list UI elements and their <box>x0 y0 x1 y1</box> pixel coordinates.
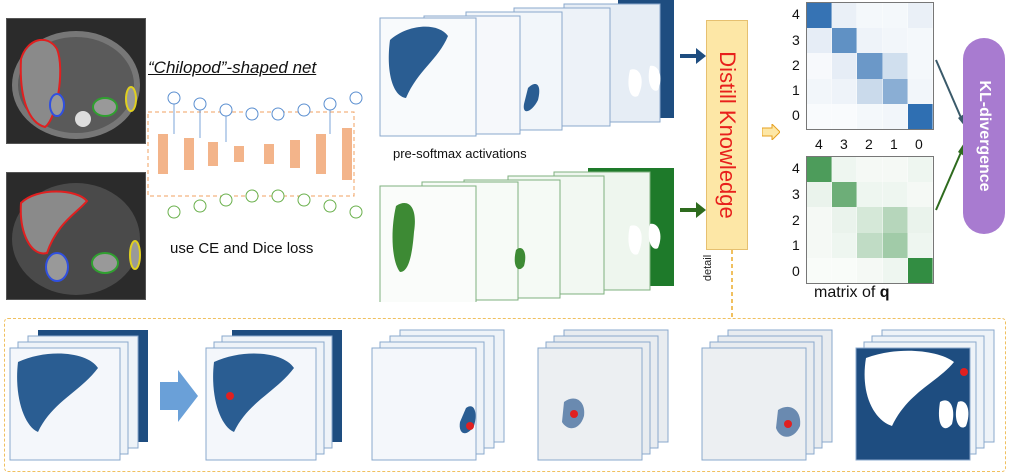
heatmap-cell <box>857 257 883 283</box>
top-matrix-row-label: 2 <box>792 57 800 73</box>
heatmap-cell <box>907 3 933 29</box>
detail-stack-5 <box>701 329 833 461</box>
heatmap-cell <box>807 257 833 283</box>
ct-scan-bottom <box>6 172 146 300</box>
loss-caption: use CE and Dice loss <box>170 240 314 257</box>
heatmap-cell <box>832 28 858 54</box>
heatmap-cell <box>807 103 833 129</box>
detail-panel <box>4 318 1006 472</box>
heatmap-cell <box>857 78 883 104</box>
matrix-caption-prefix: matrix of <box>814 284 880 301</box>
heatmap-cell <box>807 157 833 183</box>
heatmap-cell <box>907 232 933 258</box>
heatmap-cell <box>882 3 908 29</box>
top-matrix-row-label: 0 <box>792 107 800 123</box>
arrow-to-distill <box>680 48 706 218</box>
detail-stacks <box>9 329 995 461</box>
heatmap-cell <box>857 182 883 208</box>
heatmap-cell <box>882 207 908 233</box>
heatmap-cell <box>907 257 933 283</box>
heatmap-cell <box>907 78 933 104</box>
heatmap-cell <box>907 53 933 79</box>
heatmap-cell <box>857 103 883 129</box>
heatmap-cell <box>857 28 883 54</box>
heatmap-cell <box>882 257 908 283</box>
ct-scan-top <box>6 18 146 144</box>
bottom-matrix-row-label: 0 <box>792 263 800 279</box>
heatmap-cell <box>832 232 858 258</box>
heatmap-cell <box>907 157 933 183</box>
heatmap-cell <box>832 3 858 29</box>
heatmap-cell <box>832 157 858 183</box>
kl-divergence-box: KL-divergence <box>963 38 1005 234</box>
bottom-matrix-col-label: 4 <box>815 136 823 152</box>
bottom-matrix-row-label: 2 <box>792 212 800 228</box>
detail-connector <box>731 250 733 318</box>
net-title: “Chilopod”-shaped net <box>148 58 317 77</box>
bottom-matrix-col-label: 0 <box>915 136 923 152</box>
top-matrix-row-label: 3 <box>792 32 800 48</box>
bottom-matrix-col-label: 1 <box>890 136 898 152</box>
detail-stack-2 <box>205 330 342 461</box>
matrix-caption: matrix of q <box>814 284 890 302</box>
matrix-caption-var: q <box>879 284 890 301</box>
bottom-matrix-col-label: 2 <box>865 136 873 152</box>
ct-scan-top-image <box>12 31 140 139</box>
activations-caption: pre-softmax activations <box>393 146 527 161</box>
distill-knowledge-box: Distill Knowledge <box>706 20 748 250</box>
detail-stack-1 <box>9 330 148 461</box>
top-matrix-heatmap <box>806 2 934 130</box>
heatmap-cell <box>907 28 933 54</box>
detail-arrow-icon <box>160 370 198 422</box>
detail-stack-4 <box>537 329 669 461</box>
heatmap-cell <box>857 207 883 233</box>
green-activation-stack <box>379 168 674 302</box>
heatmap-cell <box>882 78 908 104</box>
top-matrix-row-label: 1 <box>792 82 800 98</box>
bottom-matrix-row-label: 3 <box>792 186 800 202</box>
bottom-matrix-col-label: 3 <box>840 136 848 152</box>
detail-stack-6 <box>855 329 995 461</box>
heatmap-cell <box>907 103 933 129</box>
detail-label: detail <box>702 254 715 282</box>
chilopod-net-diagram <box>147 91 363 219</box>
heatmap-cell <box>882 182 908 208</box>
heatmap-cell <box>857 232 883 258</box>
yellow-arrow-icon <box>762 124 780 140</box>
heatmap-cell <box>857 157 883 183</box>
heatmap-cell <box>882 28 908 54</box>
bottom-matrix-row-label: 1 <box>792 237 800 253</box>
heatmap-cell <box>857 53 883 79</box>
heatmap-cell <box>882 103 908 129</box>
heatmap-cell <box>832 78 858 104</box>
heatmap-cell <box>832 103 858 129</box>
heatmap-cell <box>907 182 933 208</box>
ct-scan-bottom-image <box>12 183 141 295</box>
detail-stack-3 <box>371 329 505 461</box>
heatmap-cell <box>807 53 833 79</box>
top-matrix-row-label: 4 <box>792 6 800 22</box>
heatmap-cell <box>807 207 833 233</box>
heatmap-cell <box>907 207 933 233</box>
heatmap-cell <box>882 53 908 79</box>
bottom-matrix-row-label: 4 <box>792 160 800 176</box>
heatmap-cell <box>882 157 908 183</box>
heatmap-cell <box>832 182 858 208</box>
heatmap-cell <box>832 207 858 233</box>
heatmap-cell <box>807 232 833 258</box>
kl-divergence-label: KL-divergence <box>976 80 993 192</box>
distill-knowledge-label: Distill Knowledge <box>715 51 740 219</box>
heatmap-cell <box>857 3 883 29</box>
heatmap-cell <box>807 78 833 104</box>
heatmap-cell <box>807 3 833 29</box>
bottom-matrix-heatmap <box>806 156 934 284</box>
heatmap-cell <box>882 232 908 258</box>
heatmap-cell <box>832 53 858 79</box>
heatmap-cell <box>832 257 858 283</box>
blue-activation-stack <box>379 0 674 137</box>
heatmap-cell <box>807 28 833 54</box>
heatmap-cell <box>807 182 833 208</box>
